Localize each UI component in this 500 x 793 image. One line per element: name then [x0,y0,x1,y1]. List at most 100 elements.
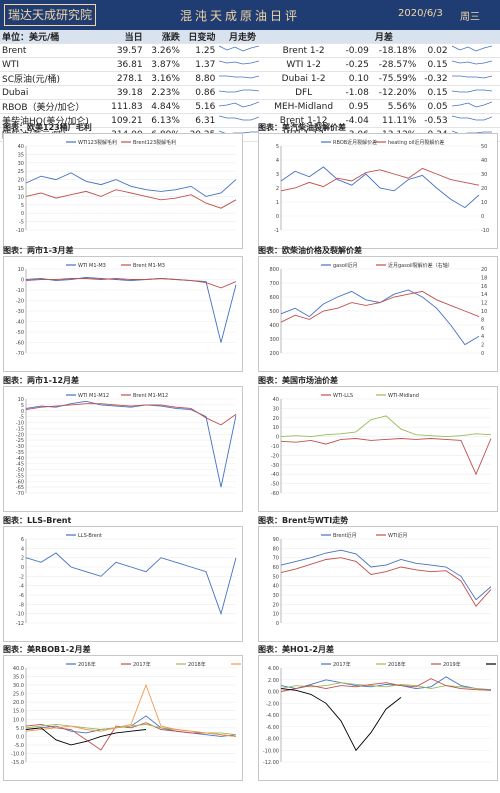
chart-panel-8: 图表：Brent与WTI走势 90 80 70 60 50 40 30 20 10 0 Brent近… [258,516,498,642]
price-summary-table: 单位：美元/桶 当日 涨跌 日变动 月走势 月差 Brent 39.57 3.26%… [0,30,500,142]
y-tick-label: 5 [276,144,279,150]
spread-change-pct: -18.18% [370,43,419,58]
y-tick-label: -6.00 [266,725,279,731]
legend-label: Brent123裂解毛利 [133,139,176,146]
change-pct: 3.16% [144,71,182,86]
y-tick-label: -30 [16,309,24,315]
y-tick-label: 5 [21,403,24,409]
series-line [25,722,237,751]
y-tick-label: -10 [16,228,24,234]
y-tick-label: 40 [18,144,24,150]
report-date: 2020/6/3 [398,8,443,19]
chart-title: 图表：两市1-12月差 [3,376,80,385]
y-tick-label: -5 [19,220,24,226]
chart-us-crack-spread: 5 4 3 2 1 0 -1 50 40 30 20 10 0 -10 RBOB近月裂解价差 heating … [258,133,498,249]
spread-change-pct: -12.20% [370,85,419,100]
legend-label: Brent近月 [333,532,357,539]
row-label: WTI [0,57,104,72]
y-tick-label: 35.0 [13,675,24,681]
y-tick-label: 90 [273,537,279,543]
y-tick-label: 0 [21,211,24,217]
y-tick-label: -40 [16,320,24,326]
y-tick-label: 0 [21,565,24,571]
chart-1-12-spread: 10 5 0 -5 -10 -15 -20 -25 -30 -35 -40 -45 -50 -55 -60-… [3,386,243,512]
trend-sparkline [449,71,500,86]
y-tick-label: 25.0 [13,692,24,698]
y-tick-label: -65 [16,485,24,491]
spread-label: WTI 1-2 [267,57,340,72]
y-tick-label: 30 [273,406,279,412]
y-tick-label: 30 [18,161,24,167]
y-tick-label: 0 [276,621,279,627]
y-tick-label: -40 [16,456,24,462]
table-row: SC原油(元/桶) 278.1 3.16% 8.80 Dubai 1-2 0.10 -75.… [0,71,500,86]
y-tick-label: 50 [273,574,279,580]
price-value: 36.81 [104,57,145,72]
y2-tick-label: 16 [481,284,487,290]
y-tick-label: -35 [16,450,24,456]
chart-crack-margin: 40 35 30 25 20 15 10 5 0 -5 -10 WTI123裂解毛利 Brent123裂… [3,133,243,249]
trend-sparkline [449,43,500,58]
y-tick-label: -4 [19,584,24,590]
y-tick-label: 400 [269,323,279,329]
y-tick-label: 20 [273,416,279,422]
chart-title: 图表：Brent与WTI走势 [258,516,349,525]
spread-value: -0.09 [339,43,371,58]
y2-tick-label: 0 [481,351,484,357]
chart-panel-6: 图表：美国市场油价差 40 30 20 10 0 -10 -20 -30 -40 -50 -60 WT… [258,376,498,512]
legend-label: Brent M1-M12 [133,393,168,399]
row-label: 美柴油HO(美分/加仑) [0,113,104,128]
chart-panel-10: 图表：美HO1-2月差 4.00 2.00 0.00 -2.00 -4.00 -6.00 -… [258,645,500,781]
legend-label: 2019年 [443,661,461,668]
y-tick-label: -40 [271,472,279,478]
y-tick-label: -25 [16,438,24,444]
chart-panel-7: 图表：LLS-Brent 6 4 2 0 -2 -4 -6 -8 -10 -12 LLS-Brent [3,516,243,642]
y-tick-label: -60 [16,341,24,347]
spread-day-change: -0.53 [418,113,450,128]
y-tick-label: -50 [271,482,279,488]
table-row: Dubai 39.18 2.23% 0.86 DFL -1.08 -12.20% 0.15 [0,85,500,100]
y-tick-label: -2 [19,574,24,580]
y-tick-label: -70 [16,351,24,357]
y-tick-label: -10 [271,444,279,450]
y2-tick-label: 50 [481,144,487,150]
y2-tick-label: 20 [481,267,487,273]
y-tick-label: 80 [273,546,279,552]
y2-tick-label: -10 [481,228,489,234]
y-tick-label: 10 [18,397,24,403]
day-change: 1.25 [181,43,218,58]
y-tick-label: 10 [18,267,24,273]
series-line [280,289,480,346]
y-tick-label: -20 [271,453,279,459]
chart-lls-brent: 6 4 2 0 -2 -4 -6 -8 -10 -12 LLS-Brent [3,526,243,642]
y-tick-label: -10 [16,612,24,618]
y-tick-label: 35 [18,152,24,158]
y-tick-label: 700 [269,281,279,287]
report-title: 混沌天成原油日评 [180,9,301,23]
chart-brent-wti: 90 80 70 60 50 40 30 20 10 0 Brent近月 WTI近月 [258,526,498,642]
series-line [25,403,237,426]
y-tick-label: -4.00 [266,713,279,719]
y-tick-label: 30 [273,593,279,599]
y-tick-label: 5 [21,203,24,209]
series-line [25,278,237,289]
series-line [25,727,147,746]
spread-change-pct: -75.59% [370,71,419,86]
chart-title: 图表：美国市场油价差 [258,376,338,385]
spread-value: -4.04 [339,113,371,128]
chart-ho-1-2: 4.00 2.00 0.00 -2.00 -4.00 -6.00 -8.00 -10.00 -1… [258,655,500,781]
series-line [25,552,237,616]
trend-sparkline [217,57,268,72]
y-tick-label: -20 [16,299,24,305]
y-tick-label: -12.00 [263,760,279,766]
y-tick-label: 60 [273,565,279,571]
legend-label: WTI123裂解毛利 [78,139,117,146]
brand-logo: 瑞达天成研究院 [4,4,96,26]
trend-sparkline [217,113,268,128]
spread-label: Brent 1-12 [267,113,340,128]
spread-label: MEH-Midland [267,99,340,114]
spread-day-change: 0.05 [418,99,450,114]
y-tick-label: 10 [273,612,279,618]
series-line [25,276,237,343]
y2-tick-label: 12 [481,301,487,307]
